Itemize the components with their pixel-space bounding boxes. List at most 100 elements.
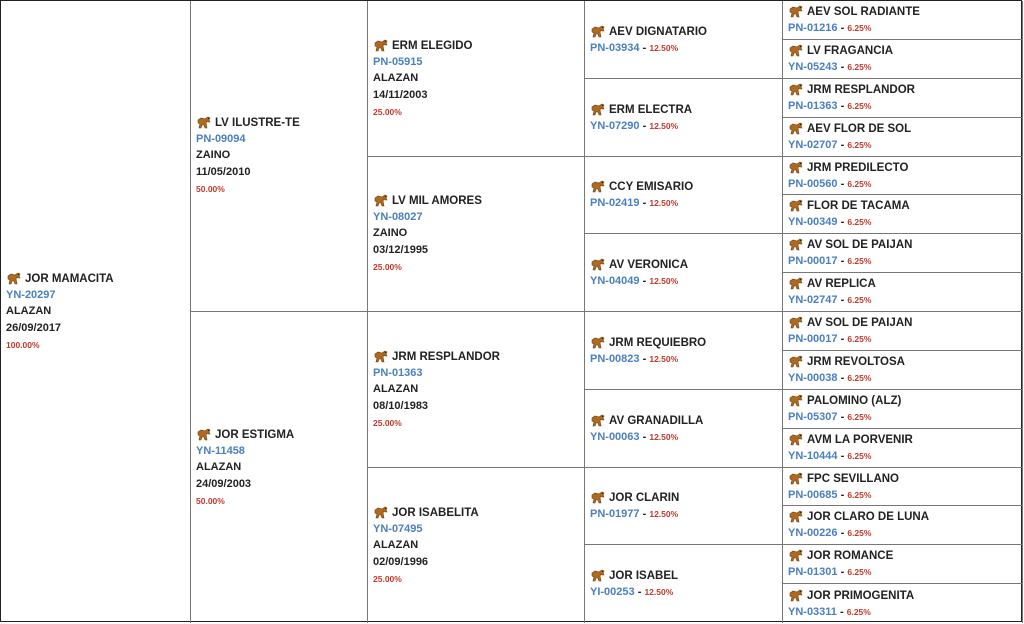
registration-number[interactable]: YN-02747 [788, 294, 838, 306]
horse-name-row[interactable]: AEV SOL RADIANTE [788, 4, 920, 20]
horse-name[interactable]: LV FRAGANCIA [807, 45, 894, 57]
registration-number[interactable]: PN-01363 [373, 366, 423, 379]
registration-number[interactable]: YN-02707 [788, 139, 838, 151]
pedigree-cell[interactable]: FPC SEVILLANO PN-00685 - 6.25% [783, 468, 1023, 506]
pedigree-cell[interactable]: PALOMINO (ALZ) PN-05307 - 6.25% [783, 390, 1023, 429]
horse-name[interactable]: JRM PREDILECTO [807, 161, 909, 174]
registration-number[interactable]: PN-03934 [590, 41, 640, 54]
horse-name[interactable]: JOR PRIMOGENITA [807, 589, 915, 602]
horse-name[interactable]: FPC SEVILLANO [807, 472, 900, 485]
horse-name-row[interactable]: AV REPLICA [788, 276, 876, 292]
horse-name-row[interactable]: JOR ESTIGMA [196, 427, 294, 443]
horse-name-row[interactable]: JRM REVOLTOSA [788, 354, 905, 370]
horse-name-row[interactable]: JRM RESPLANDOR [788, 82, 915, 98]
horse-name[interactable]: LV ILUSTRE-TE [215, 117, 300, 129]
horse-name-row[interactable]: AV SOL DE PAIJAN [788, 237, 912, 253]
pedigree-cell[interactable]: AV SOL DE PAIJAN PN-00017 - 6.25% [783, 234, 1023, 273]
pedigree-cell[interactable]: CCY EMISARIO PN-02419 - 12.50% [585, 157, 783, 234]
pedigree-cell[interactable]: ERM ELECTRA YN-07290 - 12.50% [585, 79, 783, 157]
registration-number[interactable]: YN-00226 [788, 527, 838, 539]
registration-number[interactable]: PN-05307 [788, 411, 838, 423]
registration-number[interactable]: YI-00253 [590, 586, 635, 598]
horse-name[interactable]: AEV DIGNATARIO [609, 25, 707, 38]
registration-number[interactable]: PN-00823 [590, 352, 640, 365]
registration-number[interactable]: YN-20297 [6, 289, 56, 301]
horse-name[interactable]: JOR MAMACITA [25, 273, 114, 285]
registration-number[interactable]: PN-00017 [788, 255, 838, 267]
registration-number[interactable]: YN-00349 [788, 216, 838, 228]
registration-number[interactable]: YN-07290 [590, 119, 640, 132]
registration-number[interactable]: YN-00038 [788, 372, 838, 384]
horse-name-row[interactable]: LV MIL AMORES [373, 193, 482, 209]
horse-name-row[interactable]: CCY EMISARIO [590, 179, 693, 195]
pedigree-cell[interactable]: JOR CLARO DE LUNA YN-00226 - 6.25% [783, 506, 1023, 545]
horse-name[interactable]: JOR ESTIGMA [215, 428, 295, 441]
pedigree-cell[interactable]: JOR PRIMOGENITA YN-03311 - 6.25% [783, 584, 1023, 623]
registration-number[interactable]: YN-05243 [788, 61, 838, 73]
horse-name[interactable]: PALOMINO (ALZ) [807, 395, 902, 407]
pedigree-cell[interactable]: JRM REQUIEBRO PN-00823 - 12.50% [585, 312, 783, 390]
pedigree-cell[interactable]: AEV SOL RADIANTE PN-01216 - 6.25% [783, 1, 1023, 40]
registration-number[interactable]: PN-00560 [788, 177, 838, 190]
pedigree-cell[interactable]: AV REPLICA YN-02747 - 6.25% [783, 273, 1023, 312]
horse-name[interactable]: JOR ISABELITA [392, 506, 479, 519]
horse-name[interactable]: AV SOL DE PAIJAN [807, 239, 913, 251]
horse-name-row[interactable]: FLOR DE TACAMA [788, 198, 910, 214]
horse-name-row[interactable]: FPC SEVILLANO [788, 471, 899, 487]
horse-name-row[interactable]: AEV DIGNATARIO [590, 24, 707, 40]
registration-number[interactable]: YN-08027 [373, 211, 423, 223]
horse-name[interactable]: JRM RESPLANDOR [807, 84, 915, 96]
horse-name-row[interactable]: JOR ISABEL [590, 568, 678, 584]
horse-name[interactable]: CCY EMISARIO [609, 181, 694, 193]
registration-number[interactable]: PN-00685 [788, 488, 838, 501]
pedigree-cell[interactable]: FLOR DE TACAMA YN-00349 - 6.25% [783, 195, 1023, 234]
registration-number[interactable]: PN-02419 [590, 197, 640, 209]
horse-name[interactable]: AV GRANADILLA [609, 414, 704, 427]
registration-number[interactable]: YN-10444 [788, 450, 838, 462]
registration-number[interactable]: PN-05915 [373, 55, 423, 68]
horse-name-row[interactable]: JRM REQUIEBRO [590, 335, 706, 351]
horse-name[interactable]: LV MIL AMORES [392, 195, 482, 207]
horse-name-row[interactable]: AEV FLOR DE SOL [788, 121, 911, 137]
registration-number[interactable]: YN-07495 [373, 522, 423, 535]
horse-name-row[interactable]: LV FRAGANCIA [788, 43, 893, 59]
horse-name-row[interactable]: ERM ELECTRA [590, 102, 692, 118]
pedigree-cell[interactable]: JRM REVOLTOSA YN-00038 - 6.25% [783, 351, 1023, 390]
pedigree-cell[interactable]: AVM LA PORVENIR YN-10444 - 6.25% [783, 429, 1023, 468]
registration-number[interactable]: YN-00063 [590, 430, 640, 443]
horse-name[interactable]: ERM ELECTRA [609, 103, 693, 116]
pedigree-cell[interactable]: LV ILUSTRE-TE PN-09094 ZAINO 11/05/2010 50.0… [191, 1, 368, 312]
pedigree-cell[interactable]: JOR ROMANCE PN-01301 - 6.25% [783, 545, 1023, 584]
pedigree-cell[interactable]: JOR ISABEL YI-00253 - 12.50% [585, 545, 783, 623]
pedigree-cell[interactable]: JRM PREDILECTO PN-00560 - 6.25% [783, 157, 1023, 195]
horse-name[interactable]: AV REPLICA [807, 278, 876, 290]
horse-name-row[interactable]: AVM LA PORVENIR [788, 432, 913, 448]
pedigree-cell[interactable]: AV GRANADILLA YN-00063 - 12.50% [585, 390, 783, 468]
horse-name[interactable]: JOR CLARO DE LUNA [807, 511, 930, 523]
horse-name-row[interactable]: JOR ISABELITA [373, 505, 479, 521]
pedigree-cell[interactable]: JRM RESPLANDOR PN-01363 - 6.25% [783, 79, 1023, 118]
pedigree-cell[interactable]: AV VERONICA YN-04049 - 12.50% [585, 234, 783, 312]
horse-name-row[interactable]: ERM ELEGIDO [373, 38, 473, 54]
horse-name-row[interactable]: JOR ROMANCE [788, 548, 893, 564]
horse-name-row[interactable]: JRM PREDILECTO [788, 160, 908, 176]
horse-name[interactable]: AEV FLOR DE SOL [807, 123, 912, 135]
horse-name-row[interactable]: JOR CLARO DE LUNA [788, 509, 929, 525]
horse-name[interactable]: AV SOL DE PAIJAN [807, 317, 913, 329]
horse-name-row[interactable]: AV VERONICA [590, 257, 688, 273]
pedigree-cell[interactable]: ERM ELEGIDO PN-05915 ALAZAN 14/11/2003 25.00… [368, 1, 585, 157]
registration-number[interactable]: YN-04049 [590, 274, 640, 287]
registration-number[interactable]: YN-03311 [788, 605, 837, 618]
pedigree-cell[interactable]: JOR MAMACITA YN-20297 ALAZAN 26/09/2017 100.… [1, 1, 191, 623]
horse-name[interactable]: JRM REQUIEBRO [609, 336, 707, 349]
horse-name-row[interactable]: JOR PRIMOGENITA [788, 588, 914, 604]
horse-name[interactable]: AV VERONICA [609, 258, 689, 271]
horse-name[interactable]: JOR ISABEL [609, 570, 679, 582]
horse-name[interactable]: JOR ROMANCE [807, 550, 894, 562]
horse-name-row[interactable]: JRM RESPLANDOR [373, 349, 500, 365]
pedigree-cell[interactable]: JOR CLARIN PN-01977 - 12.50% [585, 468, 783, 545]
horse-name[interactable]: AVM LA PORVENIR [807, 434, 913, 446]
pedigree-cell[interactable]: AV SOL DE PAIJAN PN-00017 - 6.25% [783, 312, 1023, 351]
registration-number[interactable]: PN-01216 [788, 22, 838, 34]
pedigree-cell[interactable]: LV FRAGANCIA YN-05243 - 6.25% [783, 40, 1023, 79]
